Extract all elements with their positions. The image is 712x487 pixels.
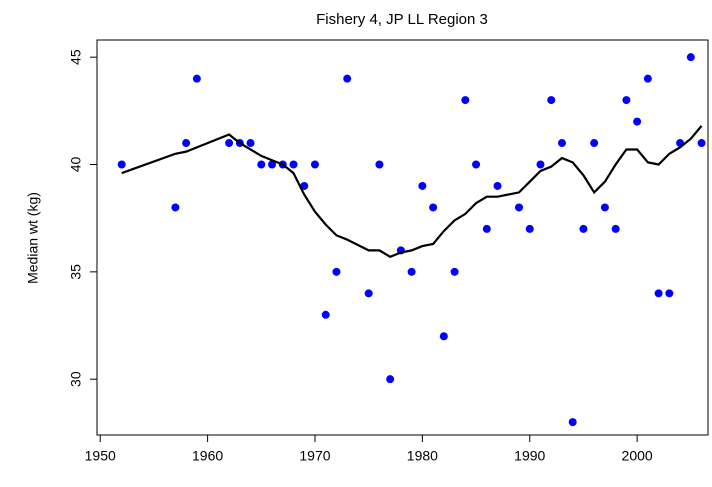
data-point <box>268 160 277 169</box>
data-point <box>525 224 534 233</box>
data-point <box>257 160 266 169</box>
data-point <box>386 375 395 384</box>
x-tick-label: 1970 <box>299 448 330 464</box>
data-point <box>493 181 502 190</box>
data-point <box>472 160 481 169</box>
y-tick-label: 45 <box>68 49 84 65</box>
data-point <box>332 267 341 276</box>
data-point <box>225 139 234 148</box>
plot-frame <box>96 39 709 436</box>
data-point <box>536 160 545 169</box>
data-point <box>697 139 706 148</box>
data-point <box>686 53 695 62</box>
data-point <box>429 203 438 212</box>
data-point <box>590 139 599 148</box>
data-point <box>364 289 373 298</box>
x-tick-label: 1960 <box>192 448 223 464</box>
data-point <box>633 117 642 126</box>
y-tick-label: 40 <box>68 157 84 173</box>
x-tick-label: 1980 <box>407 448 438 464</box>
data-point <box>439 332 448 341</box>
data-point <box>461 96 470 105</box>
data-point <box>482 224 491 233</box>
data-point <box>407 267 416 276</box>
data-point <box>654 289 663 298</box>
data-point <box>300 181 309 190</box>
data-point <box>643 74 652 83</box>
y-tick-label: 35 <box>68 264 84 280</box>
data-point <box>171 203 180 212</box>
y-tick-label: 30 <box>68 371 84 387</box>
y-axis-label: Median wt (kg) <box>25 192 41 284</box>
data-point <box>622 96 631 105</box>
data-point <box>343 74 352 83</box>
data-point <box>557 139 566 148</box>
data-point <box>450 267 459 276</box>
data-point <box>611 224 620 233</box>
data-point <box>321 310 330 319</box>
x-tick-label: 2000 <box>622 448 653 464</box>
data-point <box>600 203 609 212</box>
data-point <box>568 418 577 427</box>
data-point <box>192 74 201 83</box>
data-point <box>117 160 126 169</box>
data-point <box>665 289 674 298</box>
data-point <box>289 160 298 169</box>
data-point <box>375 160 384 169</box>
data-point <box>310 160 319 169</box>
data-point <box>515 203 524 212</box>
data-point <box>246 139 255 148</box>
data-point <box>182 139 191 148</box>
data-point <box>579 224 588 233</box>
x-tick-label: 1950 <box>85 448 116 464</box>
x-tick-label: 1990 <box>514 448 545 464</box>
smooth-line <box>121 125 703 259</box>
data-point <box>547 96 556 105</box>
data-point <box>418 181 427 190</box>
chart-title: Fishery 4, JP LL Region 3 <box>316 11 488 28</box>
